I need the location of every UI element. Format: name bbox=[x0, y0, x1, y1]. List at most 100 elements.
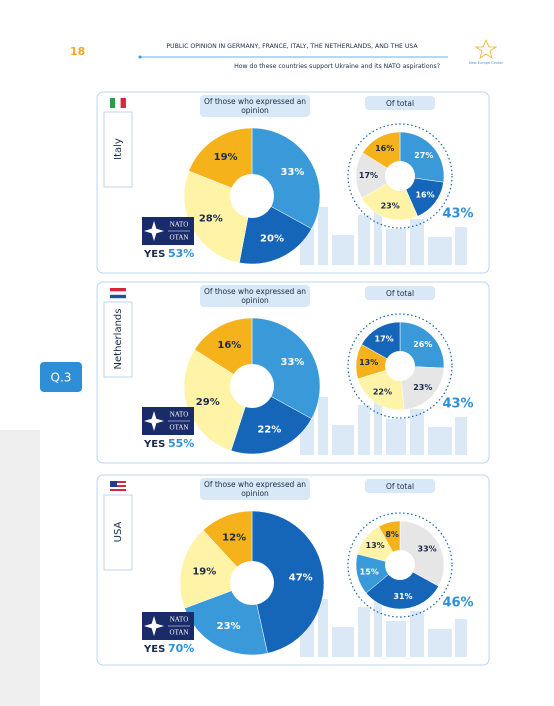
flag-part bbox=[120, 98, 126, 108]
skyline-block bbox=[318, 397, 328, 455]
page-number: 18 bbox=[70, 45, 85, 58]
left-label: Of those who expressed an opinion bbox=[204, 480, 306, 498]
skyline-block bbox=[358, 405, 370, 455]
header-title: PUBLIC OPINION IN GERMANY, FRANCE, ITALY… bbox=[166, 43, 418, 50]
slice-label: 28% bbox=[199, 214, 223, 225]
dotted-ring bbox=[347, 512, 453, 618]
yes-label: YES bbox=[143, 249, 165, 260]
skyline-block bbox=[455, 619, 467, 657]
logo-star bbox=[474, 38, 498, 59]
yes-value: 55% bbox=[168, 437, 194, 450]
yes-label: YES bbox=[143, 439, 165, 450]
slice-label: 12% bbox=[222, 532, 246, 543]
skyline-block bbox=[410, 409, 424, 455]
flag-part bbox=[110, 288, 126, 292]
slice-label: 15% bbox=[360, 567, 379, 576]
skyline bbox=[300, 195, 467, 265]
question-tab bbox=[40, 362, 82, 392]
flag-part bbox=[110, 98, 116, 108]
flag-part bbox=[110, 483, 126, 485]
nato-star bbox=[144, 418, 164, 424]
flag-part bbox=[115, 98, 121, 108]
label-box bbox=[365, 96, 435, 110]
slice-label: 33% bbox=[280, 357, 304, 368]
donut-hole bbox=[230, 364, 274, 408]
flag-part bbox=[110, 481, 117, 487]
panel-frame bbox=[96, 91, 490, 274]
nato-star bbox=[144, 623, 164, 629]
right-label-text: Of total bbox=[385, 481, 415, 491]
donut-hole bbox=[385, 550, 415, 580]
slice-label: 22% bbox=[373, 388, 392, 397]
slice-label: 23% bbox=[381, 201, 400, 210]
flag-part bbox=[110, 294, 126, 299]
right-label: Of total bbox=[385, 481, 415, 491]
country-tab bbox=[103, 494, 133, 571]
right-label: Of total bbox=[386, 99, 414, 108]
left-label-text: Of those who expressed an opinion bbox=[203, 287, 307, 305]
label-box bbox=[200, 478, 310, 500]
country-name: Netherlands bbox=[113, 309, 124, 370]
slice-label: 22% bbox=[257, 425, 281, 436]
slice-label: 26% bbox=[413, 340, 432, 349]
pie-slice bbox=[251, 510, 325, 654]
skyline-block bbox=[428, 629, 452, 657]
flag-part bbox=[110, 291, 126, 295]
skyline bbox=[300, 587, 467, 657]
slice-label: 29% bbox=[196, 397, 220, 408]
label-box bbox=[365, 286, 435, 300]
skyline-block bbox=[358, 215, 370, 265]
skyline-block bbox=[318, 599, 328, 657]
pie-slice bbox=[355, 152, 401, 199]
flag-part bbox=[110, 485, 126, 487]
nato-text: NATO bbox=[170, 616, 189, 624]
left-label: Of those who expressed an opinion bbox=[203, 97, 307, 115]
slice-label: 8% bbox=[385, 530, 399, 539]
total-value: 43% bbox=[442, 397, 473, 412]
flag-part bbox=[110, 481, 126, 483]
slice-label: 17% bbox=[375, 334, 394, 343]
right-label-text: Of total bbox=[385, 288, 415, 298]
dotted-ring bbox=[347, 313, 453, 419]
slice-label: 17% bbox=[359, 171, 378, 180]
yes-value: 70% bbox=[168, 642, 194, 655]
skyline-block bbox=[455, 417, 467, 455]
pie-slice bbox=[188, 127, 253, 197]
flag-part bbox=[110, 489, 126, 491]
rule-dot bbox=[138, 55, 142, 59]
slice-label: 16% bbox=[217, 340, 241, 351]
total-value: 46% bbox=[442, 596, 473, 611]
skyline-block bbox=[374, 385, 382, 455]
left-label-text: Of those who expressed an opinion bbox=[203, 97, 307, 115]
slice-label: 16% bbox=[415, 191, 434, 200]
skyline-block bbox=[374, 195, 382, 265]
slice-label: 23% bbox=[413, 383, 432, 392]
slice-label: 23% bbox=[217, 621, 241, 632]
logo-text: New Europe Center bbox=[469, 61, 504, 65]
nato-text: NATO bbox=[170, 411, 189, 419]
slice-label: 33% bbox=[280, 167, 304, 178]
country-name: USA bbox=[113, 521, 124, 542]
skyline-block bbox=[386, 229, 406, 265]
skyline-block bbox=[428, 237, 452, 265]
flag-part bbox=[110, 487, 126, 489]
country-tab bbox=[103, 301, 133, 378]
skyline-block bbox=[358, 607, 370, 657]
donut-hole bbox=[230, 561, 274, 605]
country-tab bbox=[103, 111, 133, 188]
panel-frame bbox=[96, 474, 490, 666]
donut-hole bbox=[385, 161, 415, 191]
donut-hole bbox=[230, 174, 274, 218]
pie-slice bbox=[399, 365, 445, 411]
yes-label: YES bbox=[143, 644, 165, 655]
otan-text: OTAN bbox=[170, 234, 189, 242]
skyline-block bbox=[428, 427, 452, 455]
left-label: Of those who expressed an opinion bbox=[203, 287, 307, 305]
slice-label: 16% bbox=[375, 144, 394, 153]
panel-frame bbox=[96, 281, 490, 464]
question-label: Q.3 bbox=[51, 371, 72, 385]
skyline-block bbox=[332, 425, 354, 455]
donut-hole bbox=[385, 351, 415, 381]
country-name: Italy bbox=[113, 138, 124, 160]
